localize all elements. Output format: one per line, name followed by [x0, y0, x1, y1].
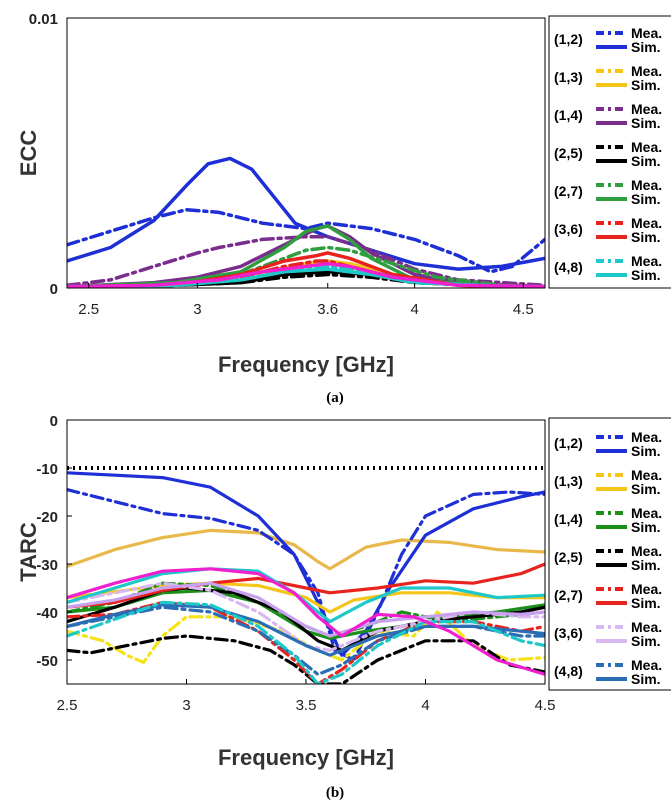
legend-pair-label: (1,2)	[554, 31, 583, 47]
legend-pair-label: (3,6)	[554, 221, 583, 237]
legend-sim-label: Sim.	[631, 595, 661, 611]
series-line-16	[67, 567, 545, 624]
series-line-17	[67, 567, 545, 677]
y-tick-label: 0.01	[29, 11, 58, 28]
legend-mea-label: Mea.	[631, 101, 662, 117]
legend-sim-label: Sim.	[631, 481, 661, 497]
legend-mea-label: Mea.	[631, 657, 662, 673]
y-tick-label: -10	[36, 461, 58, 478]
legend-pair-label: (2,5)	[554, 549, 583, 565]
legend-sim-label: Sim.	[631, 229, 661, 245]
legend-pair-label: (1,3)	[554, 69, 583, 85]
y-tick-label: 0	[50, 281, 58, 298]
series-line-0	[67, 528, 545, 571]
x-tick-label: 4	[410, 301, 418, 318]
x-tick-label: 3	[182, 697, 190, 714]
legend-pair-label: (4,8)	[554, 663, 583, 679]
legend-sim-label: Sim.	[631, 519, 661, 535]
legend-pair-label: (2,5)	[554, 145, 583, 161]
legend-pair-label: (1,4)	[554, 511, 583, 527]
x-axis-label: Frequency [GHz]	[218, 745, 394, 770]
x-tick-label: 2.5	[78, 301, 99, 318]
series-group	[67, 471, 545, 684]
legend-sim-label: Sim.	[631, 191, 661, 207]
legend-mea-label: Mea.	[631, 25, 662, 41]
legend-sim-label: Sim.	[631, 115, 661, 131]
legend-sim-label: Sim.	[631, 671, 661, 687]
x-axis-label: Frequency [GHz]	[218, 352, 394, 377]
legend-sim-label: Sim.	[631, 443, 661, 459]
legend-sim-label: Sim.	[631, 39, 661, 55]
x-tick-label: 3.6	[317, 301, 338, 318]
series-line-12	[67, 581, 545, 638]
y-tick-label: 0	[50, 413, 58, 430]
y-axis-label: ECC	[16, 130, 41, 177]
figure-caption: (a)	[326, 390, 344, 406]
legend-sim-label: Sim.	[631, 77, 661, 93]
legend-box	[548, 15, 671, 289]
legend-pair-label: (2,7)	[554, 587, 583, 603]
x-tick-label: 4.5	[535, 697, 556, 714]
legend-pair-label: (1,3)	[554, 473, 583, 489]
legend-pair-label: (3,6)	[554, 625, 583, 641]
legend-mea-label: Mea.	[631, 543, 662, 559]
legend-pair-label: (1,4)	[554, 107, 583, 123]
y-tick-label: -20	[36, 509, 58, 526]
legend-mea-label: Mea.	[631, 63, 662, 79]
series-line-7	[67, 634, 545, 684]
legend-mea-label: Mea.	[631, 429, 662, 445]
series-line-3	[67, 610, 545, 665]
series-line-10	[67, 562, 545, 609]
legend-mea-label: Mea.	[631, 467, 662, 483]
y-tick-label: -40	[36, 605, 58, 622]
legend-sim-label: Sim.	[631, 557, 661, 573]
legend-pair-label: (2,7)	[554, 183, 583, 199]
series-line-14	[67, 261, 545, 288]
series-line-15	[67, 600, 545, 684]
series-line-1	[67, 488, 545, 662]
series-group	[67, 156, 545, 288]
y-tick-label: -50	[36, 653, 58, 670]
legend-box	[548, 417, 671, 691]
legend-mea-label: Mea.	[631, 505, 662, 521]
legend-mea-label: Mea.	[631, 139, 662, 155]
legend-sim-label: Sim.	[631, 267, 661, 283]
legend-mea-label: Mea.	[631, 177, 662, 193]
x-tick-label: 3	[193, 301, 201, 318]
legend-mea-label: Mea.	[631, 619, 662, 635]
figure-caption: (b)	[326, 785, 344, 801]
x-tick-label: 3.5	[296, 697, 317, 714]
series-line-6	[67, 588, 545, 641]
legend-mea-label: Mea.	[631, 253, 662, 269]
x-tick-label: 4	[421, 697, 429, 714]
legend-pair-label: (4,8)	[554, 259, 583, 275]
legend-sim-label: Sim.	[631, 633, 661, 649]
panel-a-ecc-chart: 2.5 3 3.6 4 4.5 0 0.01 Frequency [GHz] ECC (a) (1,…	[16, 11, 671, 406]
x-tick-label: 4.5	[513, 301, 534, 318]
x-tick-label: 2.5	[57, 697, 78, 714]
y-tick-label: -30	[36, 557, 58, 574]
series-line-4	[67, 234, 545, 288]
series-line-1	[67, 156, 545, 271]
series-line-2	[67, 471, 545, 657]
y-axis-label: TARC	[16, 522, 41, 582]
panel-b-tarc-chart: 2.5 3 3.5 4 4.5 0 -10 -20 -30 -40 -50 Frequency [GH…	[16, 413, 671, 801]
plot-frame	[66, 17, 546, 289]
legend-sim-label: Sim.	[631, 153, 661, 169]
legend-pair-label: (1,2)	[554, 435, 583, 451]
legend-mea-label: Mea.	[631, 581, 662, 597]
legend-mea-label: Mea.	[631, 215, 662, 231]
